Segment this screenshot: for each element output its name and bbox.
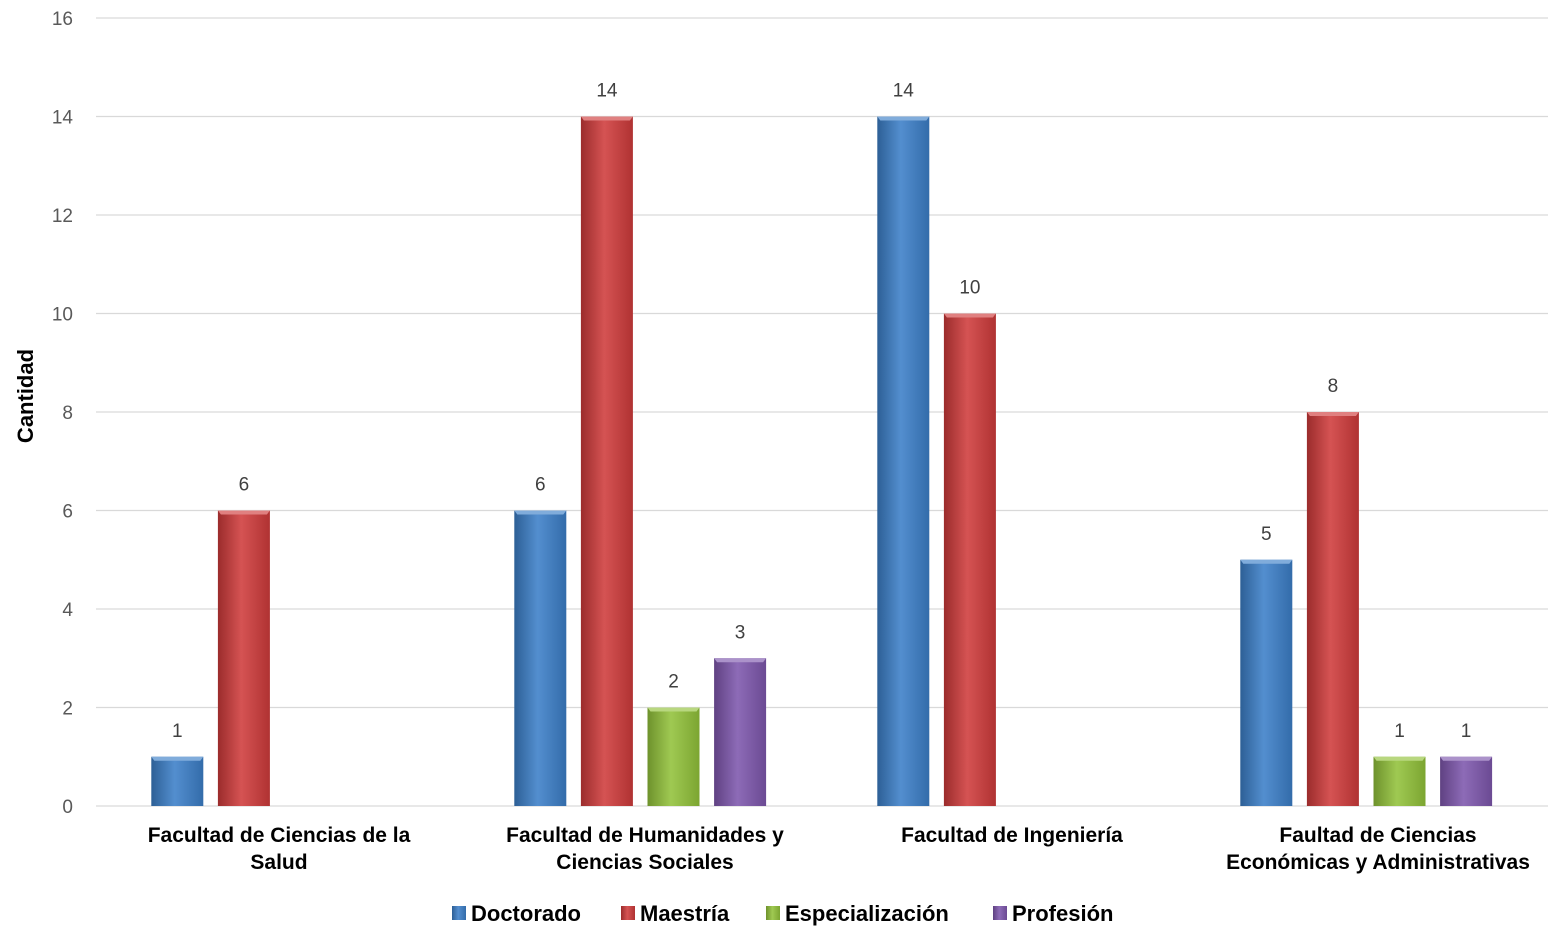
bar-doctorado xyxy=(514,510,567,806)
y-axis-title: Cantidad xyxy=(13,349,38,443)
y-axis-ticks: 0 2 4 6 8 10 12 14 16 xyxy=(52,9,74,818)
bar-bevel xyxy=(514,510,567,515)
data-label: 14 xyxy=(893,81,915,102)
y-tick-label: 14 xyxy=(52,108,74,129)
data-label: 2 xyxy=(668,672,679,693)
bar-bevel xyxy=(1440,756,1493,761)
bar-bevel xyxy=(1306,412,1359,416)
data-label: 3 xyxy=(735,622,746,643)
category-label: Facultad de Humanidades y Ciencias Social… xyxy=(506,824,784,874)
y-tick-label: 4 xyxy=(62,600,73,621)
category-label: Facultad de Ingeniería xyxy=(901,824,1123,847)
bar-doctorado xyxy=(151,756,204,806)
legend-swatch xyxy=(452,906,466,920)
bar-bevel xyxy=(217,510,270,515)
bar-bevel xyxy=(943,313,996,318)
legend: Doctorado Maestría Especialización Profesió… xyxy=(452,901,1113,926)
legend-item-maestria: Maestría xyxy=(621,901,730,926)
y-tick-label: 6 xyxy=(62,502,73,523)
bars xyxy=(151,116,1493,806)
bar-maestria xyxy=(217,510,270,806)
bar-especializacion xyxy=(647,707,700,806)
legend-label: Maestría xyxy=(640,901,730,926)
legend-swatch xyxy=(766,906,780,920)
y-tick-label: 8 xyxy=(62,403,73,424)
bar-bevel xyxy=(1240,559,1293,564)
y-tick-label: 10 xyxy=(52,305,73,326)
y-tick-label: 0 xyxy=(62,797,73,818)
gridlines xyxy=(96,17,1548,807)
bar-bevel xyxy=(647,707,700,712)
y-tick-label: 12 xyxy=(52,206,73,227)
data-label: 6 xyxy=(535,475,546,496)
data-label: 8 xyxy=(1328,376,1339,397)
legend-swatch xyxy=(993,906,1007,920)
bar-doctorado xyxy=(1240,559,1293,806)
data-label: 1 xyxy=(172,721,183,742)
data-label: 6 xyxy=(239,475,250,496)
bar-profesion xyxy=(1440,756,1493,806)
data-label: 1 xyxy=(1394,721,1405,742)
legend-swatch xyxy=(621,906,635,920)
data-label: 1 xyxy=(1461,721,1472,742)
bar-especializacion xyxy=(1373,756,1426,806)
y-tick-label: 16 xyxy=(52,9,73,30)
legend-label: Profesión xyxy=(1012,901,1113,926)
legend-item-especializacion: Especialización xyxy=(766,901,949,926)
bar-maestria xyxy=(1306,412,1359,806)
x-axis-categories: Facultad de Ciencias de la Salud Facultad … xyxy=(148,824,1530,874)
legend-label: Doctorado xyxy=(471,901,581,926)
data-label: 5 xyxy=(1261,524,1272,545)
data-label: 10 xyxy=(959,278,980,299)
bar-bevel xyxy=(877,116,930,121)
bar-profesion xyxy=(714,658,767,806)
y-tick-label: 2 xyxy=(62,699,73,720)
category-label: Faultad de Ciencias Económicas y Administ… xyxy=(1226,824,1530,874)
bar-doctorado xyxy=(877,116,930,806)
bar-bevel xyxy=(714,658,767,663)
bar-bevel xyxy=(1373,756,1426,761)
bar-maestria xyxy=(580,116,633,806)
bar-maestria xyxy=(943,313,996,806)
data-label: 14 xyxy=(596,81,618,102)
legend-item-profesion: Profesión xyxy=(993,901,1113,926)
bar-bevel xyxy=(580,116,633,121)
legend-item-doctorado: Doctorado xyxy=(452,901,581,926)
bar-bevel xyxy=(151,756,204,761)
legend-label: Especialización xyxy=(785,901,949,926)
category-label: Facultad de Ciencias de la Salud xyxy=(148,824,411,874)
